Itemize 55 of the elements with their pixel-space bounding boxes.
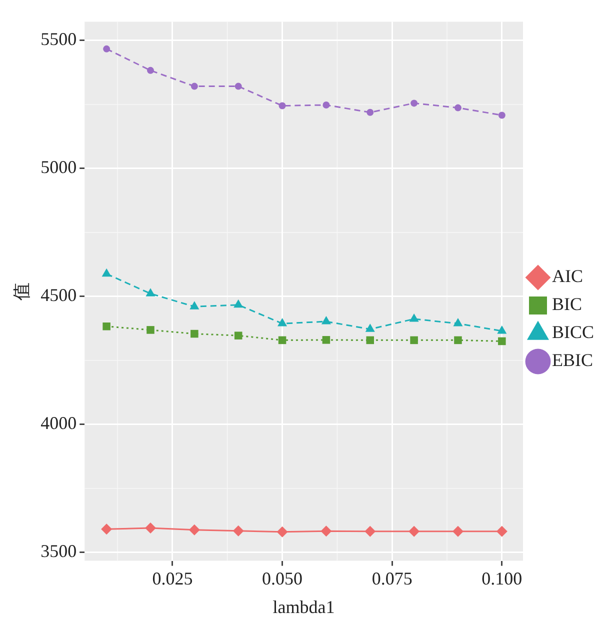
point [146,288,156,296]
point [454,104,462,112]
point [276,526,288,538]
point [497,325,507,334]
point [278,102,286,110]
point [498,337,506,346]
point [146,326,154,334]
point [320,526,332,537]
point [364,526,376,537]
x-tick-label: 0.075 [372,568,412,588]
point [365,324,375,332]
point [234,332,242,340]
legend-label: EBIC [552,350,594,370]
point [410,336,418,344]
point [103,45,110,52]
point [234,82,242,90]
legend-label: BICC [552,322,594,342]
point [410,100,418,107]
point [366,336,374,344]
y-axis-title: 值 [12,282,32,300]
x-tick-label: 0.025 [152,568,193,588]
point [322,336,330,344]
point [454,336,462,344]
point [453,318,463,326]
x-tick-label: 0.100 [482,568,522,588]
point [102,268,112,277]
point [190,330,198,338]
point [232,525,244,536]
point [321,316,331,324]
point [188,524,200,536]
point [144,522,156,534]
y-tick-label: 4500 [40,285,77,306]
x-tick-label: 0.050 [262,568,303,588]
point [190,301,200,310]
point [408,526,420,537]
point [498,112,506,119]
legend-label: BIC [552,294,582,314]
point [496,526,508,537]
point [146,66,154,74]
y-tick-label: 5000 [40,157,77,178]
point [102,322,110,330]
y-tick-label: 3500 [40,541,77,562]
point [322,101,330,108]
point [278,318,288,326]
legend-label: AIC [552,266,583,286]
point [366,108,374,116]
x-axis-title: lambda1 [272,596,335,617]
y-tick-label: 4000 [40,413,77,434]
y-tick-label: 5500 [40,29,77,50]
point [190,82,198,90]
point [278,336,286,344]
point [101,524,112,535]
point [409,313,419,322]
point [452,526,464,537]
point [234,299,244,308]
